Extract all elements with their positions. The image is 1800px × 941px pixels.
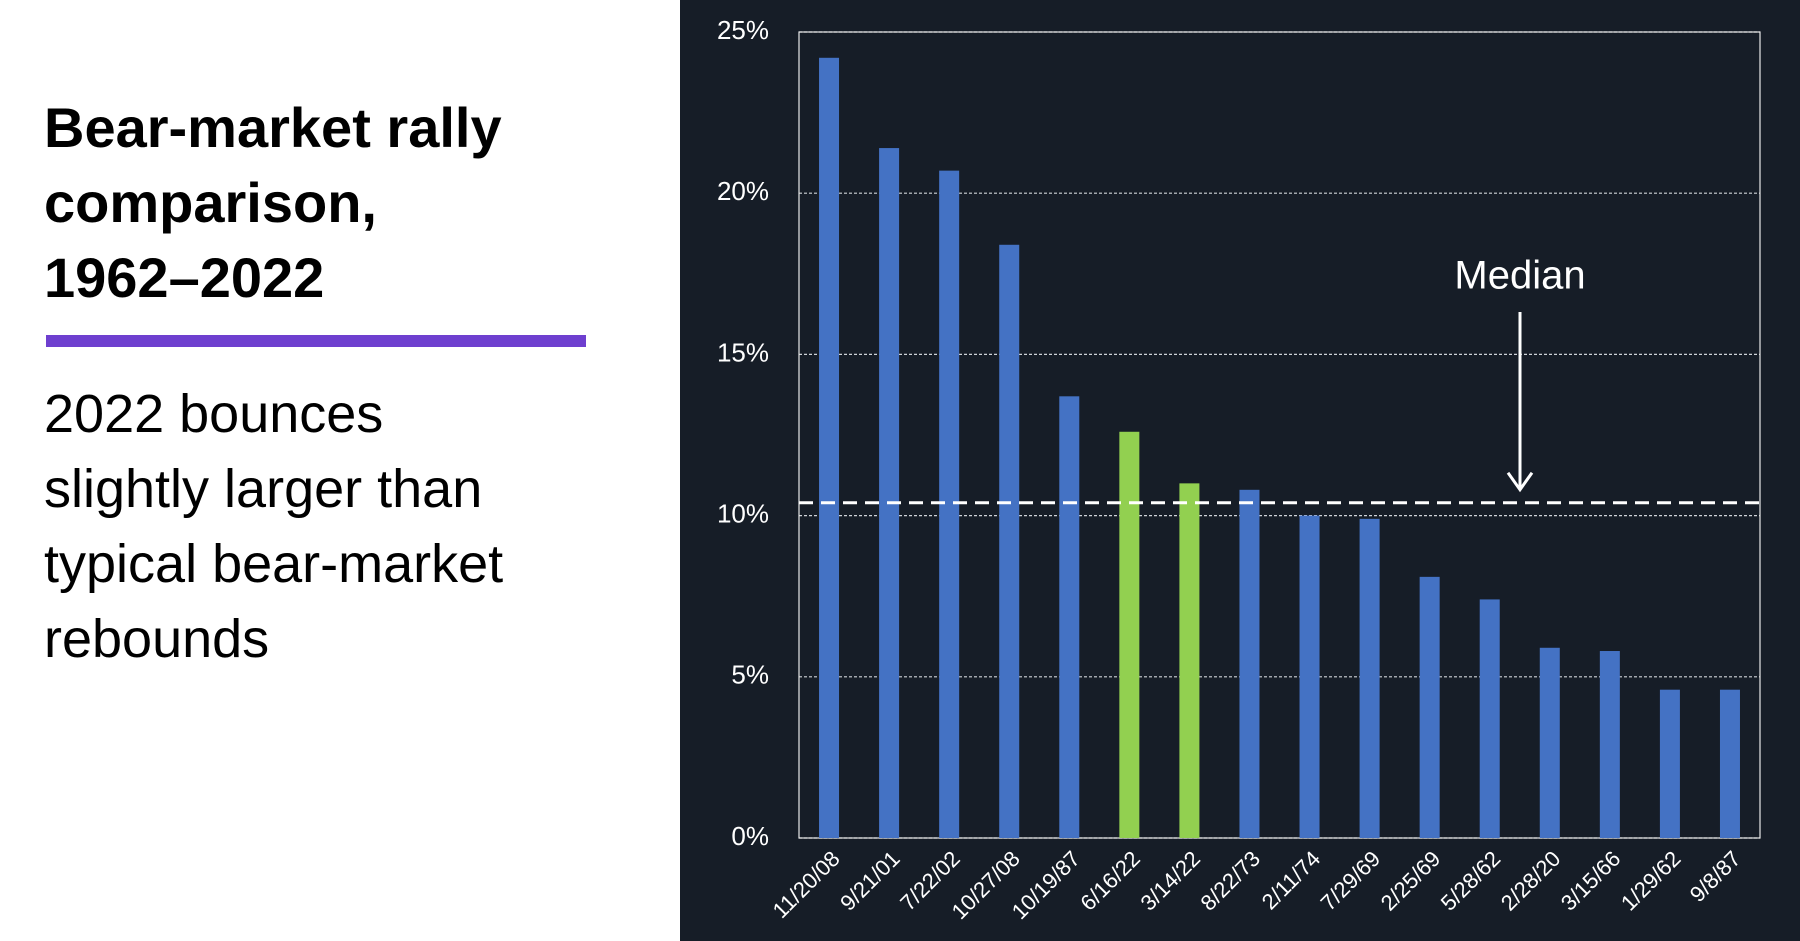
median-label: Median <box>1454 254 1585 298</box>
bar <box>1419 576 1440 838</box>
plot-frame <box>798 31 1761 839</box>
bar <box>1299 515 1320 838</box>
title-line: Bear-market rally <box>44 96 502 159</box>
subtitle-line: slightly larger than <box>44 459 483 519</box>
bar <box>1659 689 1680 838</box>
y-tick-label: 10% <box>717 498 769 528</box>
title-line: comparison, <box>44 171 377 234</box>
bar <box>879 148 900 839</box>
subtitle-line: typical bear-market <box>44 534 504 594</box>
bar <box>1719 689 1740 838</box>
chart: 0%5%10%15%20%25%11/20/089/21/017/22/0210… <box>680 0 1800 941</box>
bar <box>819 57 840 839</box>
bar <box>999 244 1020 838</box>
subtitle-line: rebounds <box>44 609 270 669</box>
bar <box>1599 651 1620 838</box>
y-tick-label: 20% <box>717 176 769 206</box>
y-tick-label: 25% <box>717 15 769 45</box>
bar <box>1359 518 1380 838</box>
bar <box>1539 647 1560 838</box>
bar <box>1179 483 1200 838</box>
bar <box>1059 396 1080 838</box>
y-tick-label: 5% <box>731 660 769 690</box>
bar <box>939 170 960 838</box>
title-line: 1962–2022 <box>44 246 325 309</box>
bar <box>1239 489 1260 838</box>
text-panel: Bear-market rally comparison, 1962–2022 202… <box>0 0 680 941</box>
bar <box>1119 431 1140 838</box>
bar <box>1479 599 1500 838</box>
subtitle-line: 2022 bounces <box>44 384 384 444</box>
median-arrowhead <box>1506 471 1534 493</box>
y-tick-label: 0% <box>731 821 769 851</box>
divider <box>46 335 586 347</box>
y-tick-label: 15% <box>717 337 769 367</box>
